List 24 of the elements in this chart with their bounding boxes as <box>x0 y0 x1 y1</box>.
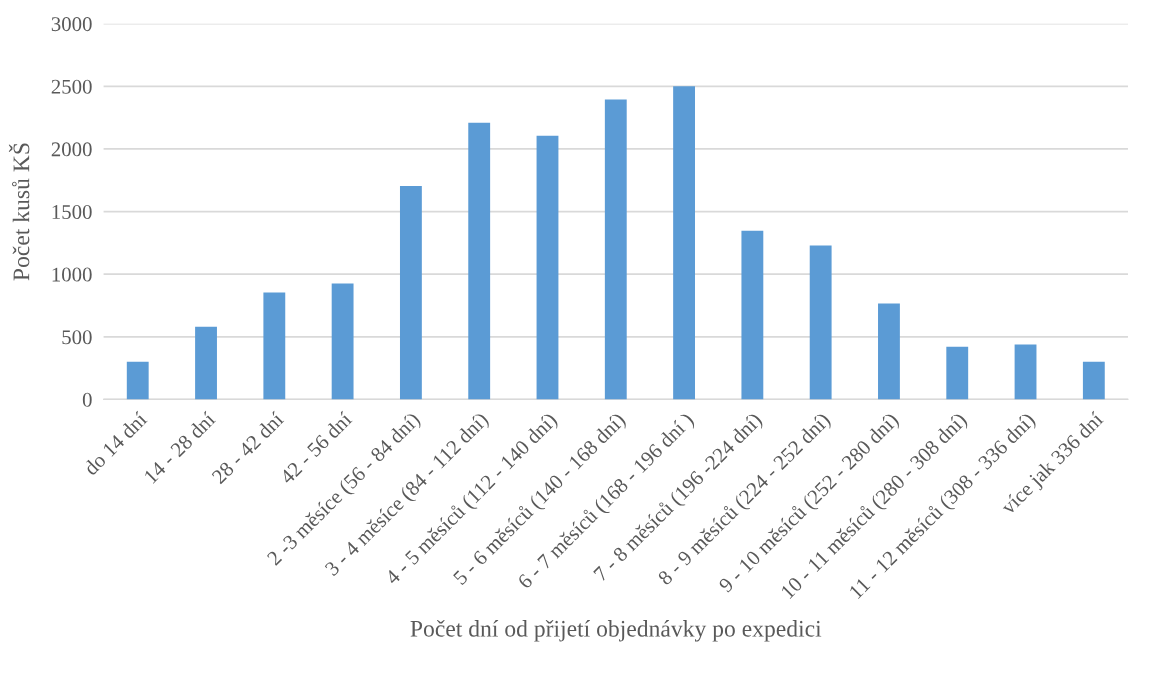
bar <box>399 185 422 400</box>
bar <box>809 245 832 400</box>
bar <box>673 86 695 400</box>
x-axis-title: Počet dní od přijetí objednávky po expedici <box>410 620 822 642</box>
bar <box>878 303 900 400</box>
y-tick-label: 500 <box>62 330 92 345</box>
y-tick-label: 1500 <box>52 204 92 219</box>
bar <box>126 361 149 400</box>
bar <box>1082 361 1105 400</box>
bar <box>536 135 559 400</box>
y-tick-label: 1000 <box>52 267 92 282</box>
bar <box>741 230 764 400</box>
bar <box>468 122 491 400</box>
bar <box>195 326 217 400</box>
y-tick-label: 0 <box>82 392 92 407</box>
bar <box>1014 344 1037 400</box>
y-tick-label: 2500 <box>51 79 92 94</box>
bar <box>331 283 354 400</box>
y-axis-title: Počet kusů KŠ <box>8 143 30 281</box>
y-tick-label: 2000 <box>51 142 92 157</box>
bar <box>604 99 627 400</box>
bar <box>946 346 969 400</box>
y-tick-label: 3000 <box>51 17 92 32</box>
bar <box>263 292 286 400</box>
